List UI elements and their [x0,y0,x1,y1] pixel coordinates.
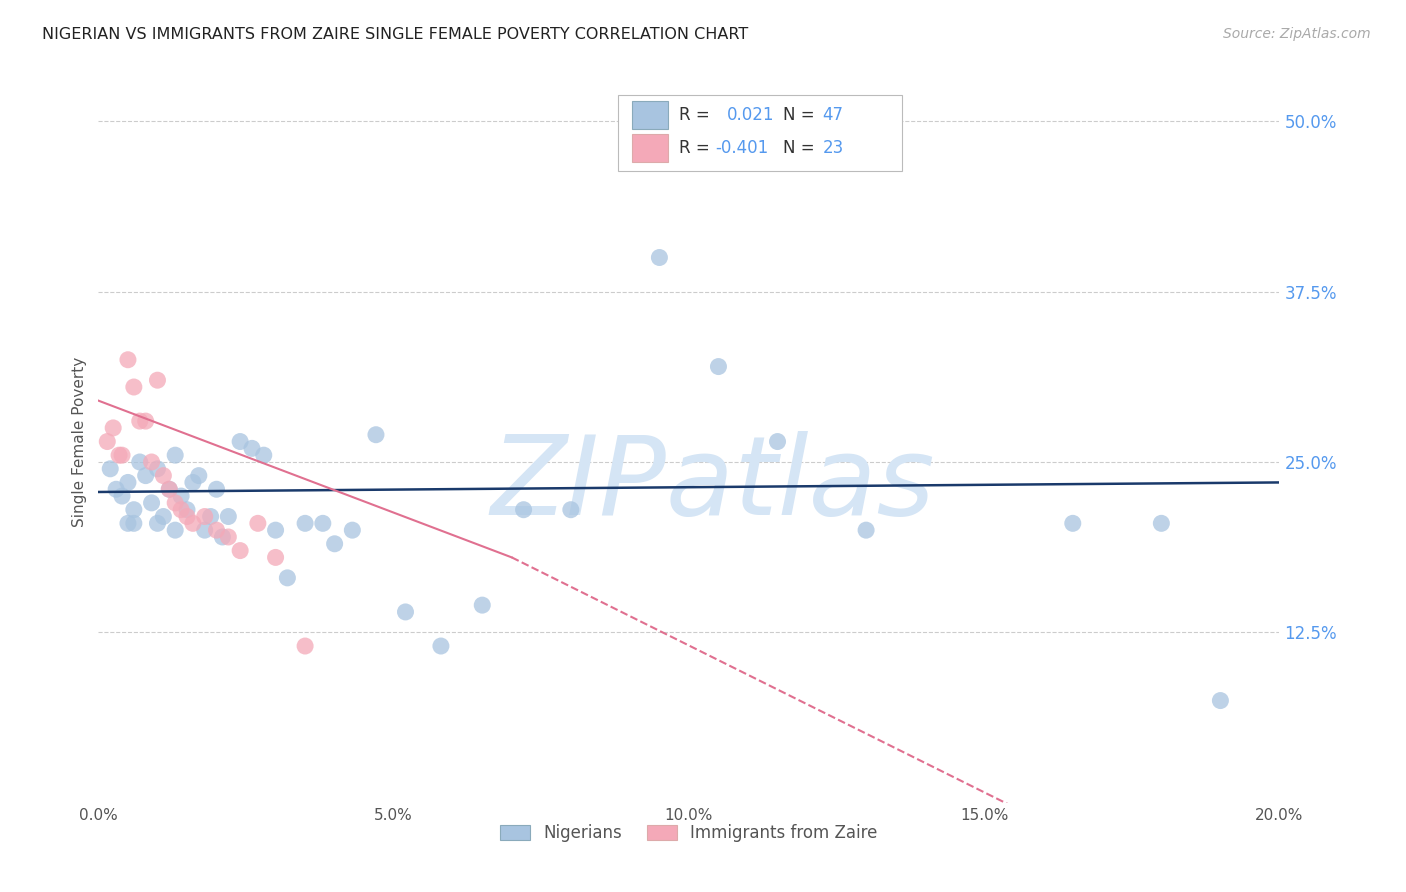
Y-axis label: Single Female Poverty: Single Female Poverty [72,357,87,526]
Point [135,468,157,483]
Text: -0.401: -0.401 [714,139,768,157]
Point [117,516,139,531]
Point [122,380,145,394]
Point [240,442,263,456]
Text: Source: ZipAtlas.com: Source: ZipAtlas.com [1223,27,1371,41]
Point [253,448,276,462]
Point [170,502,193,516]
Point [122,502,145,516]
Point [512,502,534,516]
Point [111,489,134,503]
Point [205,482,228,496]
Text: N =: N = [783,139,815,157]
Point [128,455,150,469]
Point [194,523,217,537]
Point [194,509,217,524]
Point [146,516,169,531]
Point [217,530,239,544]
Point [152,468,174,483]
Point [141,496,163,510]
Point [111,448,134,462]
Point [205,523,228,537]
Point [264,523,287,537]
Point [1209,693,1232,707]
Point [187,468,209,483]
Point [855,523,877,537]
Point [430,639,453,653]
Point [157,482,180,496]
Point [217,509,239,524]
Point [176,509,198,524]
Point [229,543,252,558]
Point [1062,516,1084,531]
Point [135,414,157,428]
Point [276,571,298,585]
Text: NIGERIAN VS IMMIGRANTS FROM ZAIRE SINGLE FEMALE POVERTY CORRELATION CHART: NIGERIAN VS IMMIGRANTS FROM ZAIRE SINGLE… [42,27,748,42]
Point [766,434,789,449]
Point [294,516,316,531]
Point [294,639,316,653]
Point [560,502,582,516]
Point [157,482,180,496]
Point [98,462,121,476]
Point [117,475,139,490]
Point [200,509,222,524]
Point [103,421,125,435]
Point [165,523,187,537]
Point [146,462,169,476]
FancyBboxPatch shape [633,135,668,162]
Point [364,427,387,442]
FancyBboxPatch shape [619,95,901,170]
Point [246,516,269,531]
Point [648,251,671,265]
Point [312,516,335,531]
Point [181,516,204,531]
Point [108,448,131,462]
Text: 0.021: 0.021 [727,106,775,124]
Text: R =: R = [679,106,716,124]
Point [141,455,163,469]
Point [211,530,233,544]
Text: R =: R = [679,139,710,157]
Point [122,516,145,531]
Text: N =: N = [783,106,815,124]
Legend: Nigerians, Immigrants from Zaire: Nigerians, Immigrants from Zaire [494,817,884,848]
Point [342,523,364,537]
FancyBboxPatch shape [633,101,668,128]
Point [146,373,169,387]
Point [264,550,287,565]
Text: ZIPatlas: ZIPatlas [491,432,935,539]
Point [105,482,128,496]
Point [181,475,204,490]
Point [170,489,193,503]
Point [165,496,187,510]
Point [152,509,174,524]
Point [117,352,139,367]
Point [394,605,416,619]
Point [1150,516,1173,531]
Text: 23: 23 [823,139,844,157]
Point [96,434,118,449]
Point [323,537,346,551]
Point [707,359,730,374]
Point [165,448,187,462]
Point [128,414,150,428]
Point [471,598,494,612]
Point [229,434,252,449]
Point [176,502,198,516]
Text: 47: 47 [823,106,844,124]
